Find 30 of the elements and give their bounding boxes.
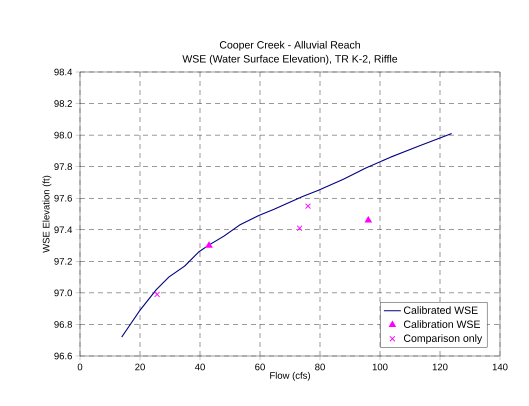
point — [154, 292, 160, 298]
x-axis-title: Flow (cfs) — [270, 372, 310, 381]
chart-title: Cooper Creek - Alluvial Reach — [220, 40, 360, 51]
point — [364, 216, 372, 223]
x-tick-label: 0 — [78, 364, 82, 370]
x-tick-label: 120 — [432, 364, 448, 370]
y-tick-label: 96.8 — [54, 321, 72, 328]
y-tick-label: 97.0 — [54, 290, 72, 296]
y-tick-label: 98.0 — [54, 132, 72, 138]
y-tick-label: 97.4 — [54, 226, 72, 234]
y-tick-label: 96.6 — [54, 352, 72, 360]
y-tick-label: 97.6 — [54, 194, 72, 202]
y-tick-label: 98.4 — [54, 68, 72, 76]
x-tick-label: 40 — [194, 364, 205, 370]
x-tick-label: 100 — [372, 364, 388, 370]
legend-label: Comparison only — [404, 334, 482, 344]
point — [305, 203, 311, 210]
y-tick-label: 97.2 — [54, 258, 72, 265]
x-tick-label: 20 — [135, 364, 145, 370]
y-axis-title: WSE Elevation (ft) — [42, 176, 52, 253]
y-tick-label: 98.2 — [54, 100, 72, 107]
y-tick-label: 97.8 — [54, 163, 72, 170]
x-tick-label: 140 — [492, 364, 508, 370]
point — [296, 225, 303, 232]
chart-subtitle: WSE (Water Surface Elevation), TR K-2, Riffle — [182, 54, 398, 65]
x-tick-label: 60 — [255, 364, 265, 370]
x-tick-label: 80 — [315, 364, 325, 370]
legend-label: Calibrated WSE — [404, 306, 478, 314]
point — [206, 242, 212, 248]
legend-label: Calibration WSE — [404, 320, 480, 328]
